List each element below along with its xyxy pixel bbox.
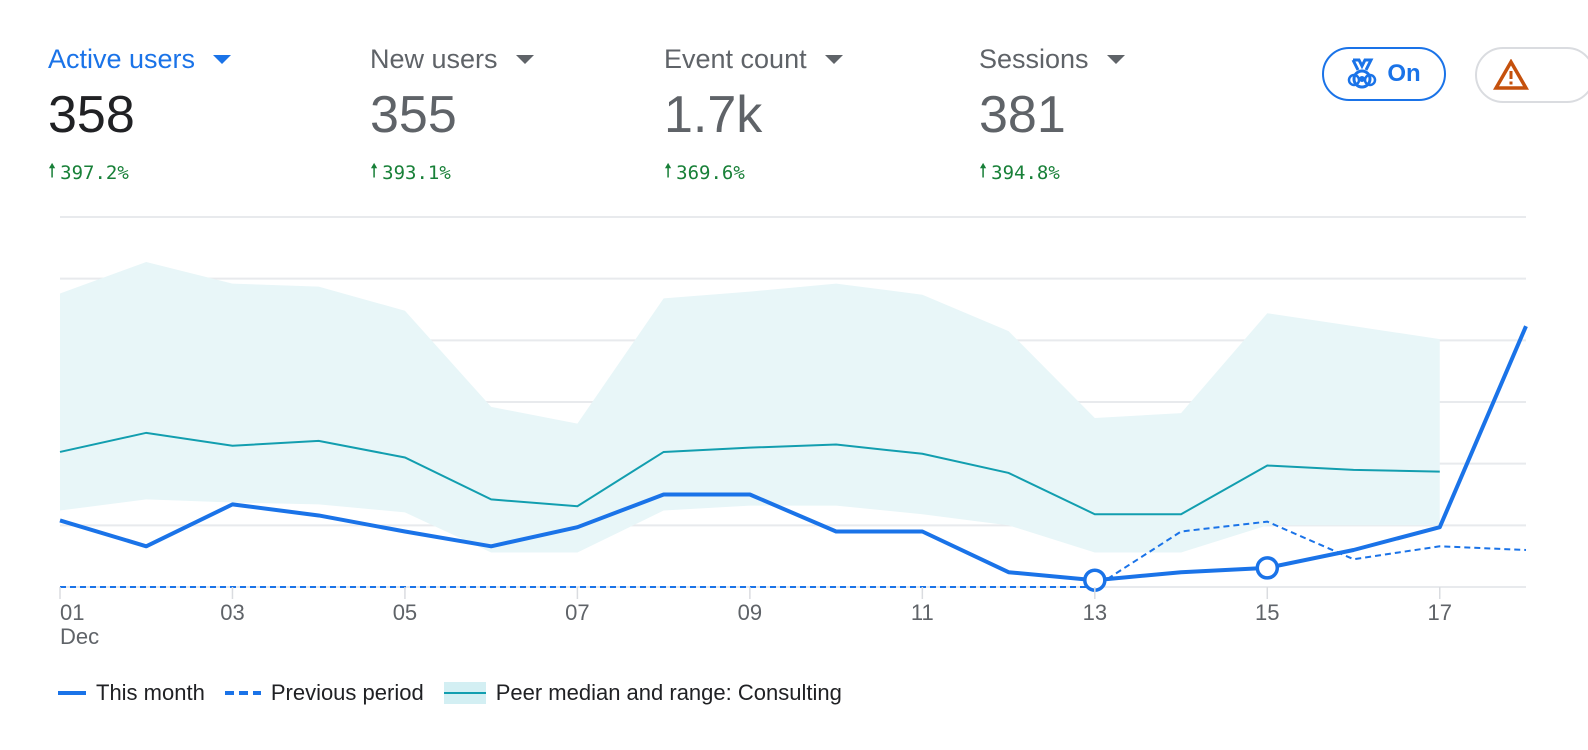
x-tick-label: 01: [60, 600, 84, 625]
arrow-up-icon: 🠕: [370, 160, 379, 182]
metric-change: 🠕 369.6%: [664, 157, 843, 189]
legend-label: This month: [96, 680, 205, 705]
benchmark-toggle-label: On: [1387, 60, 1421, 87]
metric-value: 358: [48, 86, 135, 144]
warning-triangle-icon: [1493, 59, 1529, 90]
x-tick-label: 03: [220, 600, 244, 625]
previous-period-line: [60, 520, 1527, 588]
x-axis-month-label: Dec: [60, 624, 99, 649]
caret-down-icon: [1106, 55, 1125, 64]
metric-change: 🠕 393.1%: [370, 157, 534, 189]
warning-button[interactable]: [1475, 47, 1588, 103]
metric-label: Event count: [664, 44, 843, 75]
x-tick-label: 09: [738, 600, 762, 625]
arrow-up-icon: 🠕: [664, 160, 673, 182]
dashed-line-swatch: [224, 691, 261, 695]
x-tick-label: 05: [393, 600, 417, 625]
metric-label: New users: [370, 44, 534, 75]
metric-label: Active users: [48, 44, 232, 75]
metric-value: 1.7k: [664, 86, 763, 144]
band-swatch: [443, 682, 486, 704]
chart-legend: This month Previous period Peer median a…: [58, 680, 862, 706]
legend-item-previous-period[interactable]: Previous period: [224, 680, 424, 706]
peer-range-band: [60, 262, 1440, 553]
tab-event-count[interactable]: Event count 1.7k 🠕 369.6%: [664, 44, 843, 189]
legend-item-this-month[interactable]: This month: [58, 680, 205, 706]
legend-item-peer[interactable]: Peer median and range: Consulting: [443, 680, 842, 706]
arrow-up-icon: 🠕: [979, 160, 988, 182]
legend-label: Previous period: [270, 680, 424, 705]
metric-change: 🠕 394.8%: [979, 157, 1125, 189]
this-month-line: [59, 325, 1528, 583]
metric-value: 381: [979, 86, 1066, 144]
caret-down-icon: [824, 55, 843, 64]
x-tick-label: 07: [565, 600, 589, 625]
x-tick-label: 11: [911, 600, 934, 625]
benchmark-toggle-button[interactable]: On: [1322, 47, 1446, 101]
metric-change: 🠕 397.2%: [48, 157, 231, 189]
tab-active-users[interactable]: Active users 358 🠕 397.2%: [48, 44, 232, 189]
peer-median-line: [59, 431, 1440, 516]
medal-icon: [1348, 58, 1377, 89]
tab-new-users[interactable]: New users 355 🠕 393.1%: [370, 44, 534, 189]
x-tick-label: 13: [1083, 600, 1107, 625]
arrow-up-icon: 🠕: [48, 160, 57, 182]
data-point-marker: [1255, 556, 1280, 580]
x-tick-label: 15: [1255, 600, 1279, 625]
caret-down-icon: [515, 55, 534, 64]
metric-value: 355: [370, 86, 457, 144]
caret-down-icon: [213, 55, 232, 64]
line-chart: 01 03 05 07 09 11 13 15 17 Dec: [59, 216, 1528, 649]
solid-line-swatch: [58, 691, 86, 695]
tab-sessions[interactable]: Sessions 381 🠕 394.8%: [979, 44, 1125, 189]
x-tick-label: 17: [1428, 600, 1452, 625]
metric-label: Sessions: [979, 44, 1125, 75]
legend-label: Peer median and range: Consulting: [495, 680, 842, 705]
